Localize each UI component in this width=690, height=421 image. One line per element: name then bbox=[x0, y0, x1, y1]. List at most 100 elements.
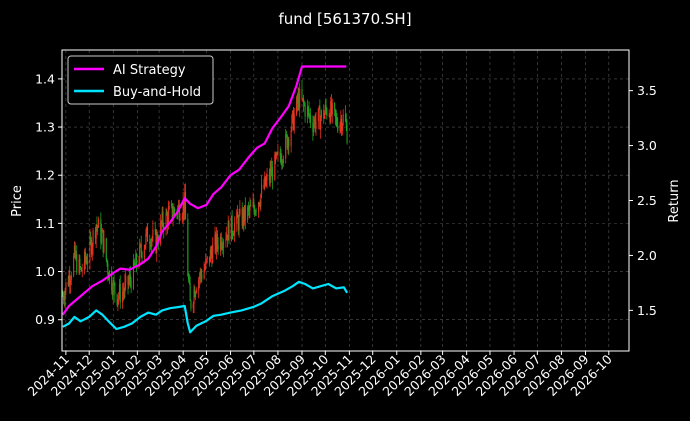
candle-body bbox=[306, 107, 308, 117]
candle-body bbox=[107, 263, 109, 274]
candle-body bbox=[101, 229, 103, 233]
candle-body bbox=[179, 219, 181, 221]
candle-body bbox=[118, 283, 121, 296]
candle-body bbox=[259, 205, 261, 206]
candle-body bbox=[78, 258, 80, 273]
candle-body bbox=[90, 237, 92, 240]
candle-body bbox=[133, 260, 135, 266]
candle-body bbox=[341, 119, 343, 131]
y-tick-label-right: 2.5 bbox=[637, 193, 657, 208]
candle-body bbox=[143, 248, 145, 259]
candle-body bbox=[116, 294, 118, 306]
candle-body bbox=[184, 192, 187, 220]
candle-body bbox=[122, 291, 124, 293]
y-tick-label-right: 1.5 bbox=[637, 303, 657, 318]
legend-label-strategy: AI Strategy bbox=[113, 63, 186, 78]
candle-body bbox=[232, 233, 234, 236]
candle-body bbox=[342, 114, 344, 125]
candle-body bbox=[320, 110, 322, 119]
candle-body bbox=[250, 205, 252, 207]
candle-body bbox=[146, 227, 148, 242]
y-axis-left: 0.9 1.0 1.1 1.2 1.3 1.4 bbox=[35, 71, 62, 327]
candle-body bbox=[129, 274, 131, 281]
candle-body bbox=[298, 94, 300, 108]
candle-body bbox=[312, 122, 314, 132]
candle-body bbox=[308, 108, 310, 115]
candle-body bbox=[313, 118, 315, 125]
candle-body bbox=[236, 211, 238, 224]
candle-body bbox=[238, 214, 240, 231]
candle-body bbox=[243, 210, 245, 223]
candle-body bbox=[83, 251, 86, 271]
candle-body bbox=[271, 167, 273, 177]
candle-body bbox=[90, 239, 93, 255]
candle-body bbox=[135, 254, 137, 267]
candle-body bbox=[205, 259, 207, 269]
candle-body bbox=[91, 246, 93, 255]
candle-body bbox=[337, 125, 339, 131]
candle-body bbox=[335, 116, 337, 118]
y-tick-label-left: 1.0 bbox=[35, 264, 55, 279]
candle-body bbox=[291, 115, 293, 131]
candle-body bbox=[95, 224, 97, 239]
candle-body bbox=[264, 176, 267, 186]
candle-body bbox=[139, 244, 141, 246]
candle-body bbox=[119, 283, 121, 303]
candle-body bbox=[68, 274, 70, 286]
candle-body bbox=[111, 290, 114, 296]
candle-body bbox=[227, 221, 229, 241]
candle-body bbox=[215, 234, 217, 252]
candle-body bbox=[146, 227, 148, 233]
candle-body bbox=[247, 207, 249, 220]
candle-body bbox=[69, 274, 71, 285]
candle-body bbox=[258, 202, 260, 206]
candle-body bbox=[94, 230, 96, 239]
candle-body bbox=[74, 245, 76, 258]
candle-body bbox=[188, 279, 190, 284]
y-axis-left-label: Price bbox=[10, 185, 25, 217]
candle-body bbox=[168, 205, 170, 210]
candle-body bbox=[329, 115, 331, 123]
candle-body bbox=[221, 246, 223, 248]
candle-body bbox=[243, 205, 246, 223]
candle-body bbox=[192, 303, 194, 309]
candle-body bbox=[92, 230, 94, 247]
candle-body bbox=[328, 115, 330, 117]
candle-body bbox=[346, 125, 348, 144]
candle-body bbox=[320, 118, 322, 130]
candle-body bbox=[261, 184, 263, 195]
candle-body bbox=[269, 169, 271, 181]
candle-body bbox=[309, 114, 311, 116]
candle-body bbox=[279, 151, 281, 157]
candle-body bbox=[199, 271, 201, 278]
candle-body bbox=[178, 204, 180, 220]
candle-body bbox=[242, 210, 244, 226]
candle-body bbox=[75, 254, 77, 258]
candle-body bbox=[225, 239, 227, 242]
candle-body bbox=[64, 290, 66, 301]
candle-body bbox=[319, 106, 321, 130]
candle-body bbox=[210, 249, 212, 254]
candle-body bbox=[330, 101, 332, 123]
y-tick-label-left: 1.2 bbox=[35, 168, 55, 183]
candle-body bbox=[288, 139, 290, 147]
candle-body bbox=[323, 112, 326, 119]
candle-body bbox=[124, 282, 126, 293]
candle-body bbox=[216, 233, 218, 252]
candle-body bbox=[341, 124, 343, 131]
chart-title: fund [561370.SH] bbox=[278, 10, 411, 28]
candle-body bbox=[162, 212, 164, 227]
candle-body bbox=[139, 244, 141, 264]
y-tick-label-left: 0.9 bbox=[35, 312, 55, 327]
candle-body bbox=[285, 134, 288, 136]
candle-body bbox=[76, 254, 78, 273]
candle-body bbox=[287, 139, 289, 149]
candle-body bbox=[264, 176, 266, 189]
candle-body bbox=[275, 154, 277, 158]
candle-body bbox=[212, 244, 214, 263]
candle-body bbox=[282, 161, 284, 163]
candle-body bbox=[97, 219, 100, 228]
candle-body bbox=[127, 276, 129, 286]
candle-body bbox=[317, 108, 319, 122]
